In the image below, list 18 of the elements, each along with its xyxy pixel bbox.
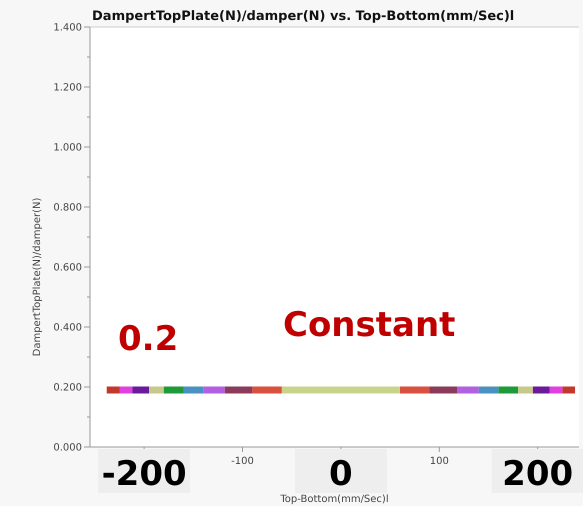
y-tick-label: 1.400 <box>53 22 82 34</box>
y-tick-label: 0.600 <box>53 262 82 274</box>
annotation: 0.2 <box>118 319 178 359</box>
x-tick-label: 100 <box>430 456 449 467</box>
y-tick-label: 0.000 <box>53 442 82 454</box>
y-tick-label: 1.000 <box>53 142 82 154</box>
annotation: Constant <box>283 305 456 345</box>
y-axis-title: DampertTopPlate(N)/damper(N) <box>32 198 43 356</box>
chart-title: DampertTopPlate(N)/damper(N) vs. Top-Bottom(mm/Sec)l <box>92 9 514 24</box>
text: 0 <box>329 454 353 494</box>
text: 200 <box>502 454 574 494</box>
y-tick-label: 0.800 <box>53 202 82 214</box>
x-tick-label: -100 <box>231 456 254 467</box>
y-tick-label: 0.200 <box>53 382 82 394</box>
x-axis-title: Top-Bottom(mm/Sec)l <box>279 494 389 505</box>
text: -200 <box>102 454 187 494</box>
y-tick-label: 1.200 <box>53 82 82 94</box>
y-tick-label: 0.400 <box>53 322 82 334</box>
